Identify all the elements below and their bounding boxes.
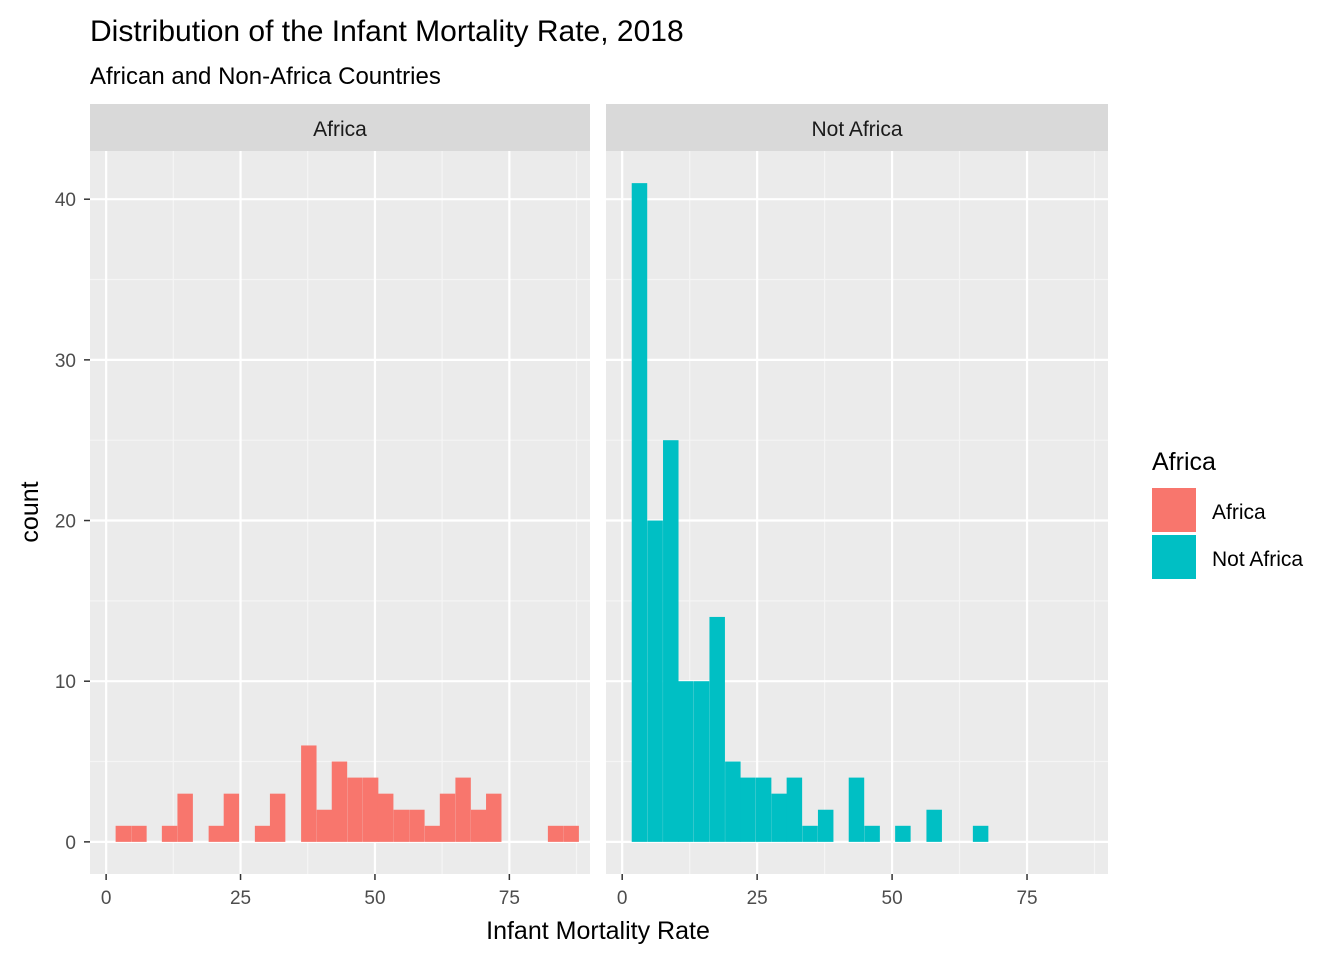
- histogram-bar: [740, 777, 756, 842]
- legend-key-africa: [1152, 488, 1196, 532]
- x-tick-label: 0: [101, 888, 112, 909]
- histogram-bar: [316, 809, 333, 842]
- facet-strip: [90, 104, 590, 151]
- x-tick-label: 25: [230, 888, 251, 909]
- legend-key-not-africa: [1152, 535, 1196, 579]
- histogram-bar: [678, 681, 694, 842]
- chart-title: Distribution of the Infant Mortality Rat…: [90, 15, 684, 48]
- histogram-bar: [223, 793, 240, 842]
- histogram-bar: [470, 809, 487, 842]
- histogram-bar: [331, 761, 348, 842]
- histogram-bar: [455, 777, 471, 842]
- x-tick-label: 75: [1016, 888, 1037, 909]
- histogram-bar: [802, 825, 818, 842]
- facet-strip-label: Not Africa: [811, 118, 902, 141]
- histogram-bar: [693, 681, 710, 842]
- legend-label-not-africa: Not Africa: [1212, 548, 1303, 571]
- facet-panel-africa: Africa 0 25 50 75: [90, 104, 590, 909]
- chart-subtitle: African and Non-Africa Countries: [90, 63, 441, 90]
- x-axis-title: Infant Mortality Rate: [486, 917, 710, 945]
- histogram-bar: [563, 825, 579, 842]
- facet-panel-not-africa: Not Africa 0 25 50 75: [606, 104, 1108, 909]
- histogram-bar: [393, 809, 410, 842]
- histogram-bar: [725, 761, 741, 842]
- histogram-bar: [647, 520, 663, 842]
- histogram-bar: [926, 809, 942, 842]
- legend: Africa Africa Not Africa: [1152, 448, 1303, 579]
- histogram-bar: [864, 825, 880, 842]
- histogram-bar: [409, 809, 425, 842]
- histogram-bar: [972, 825, 989, 842]
- facet-strip-label: Africa: [313, 118, 367, 141]
- histogram-bar: [424, 825, 441, 842]
- histogram-bar: [486, 793, 502, 842]
- histogram-bar: [817, 809, 834, 842]
- histogram-bar: [362, 777, 379, 842]
- histogram-bar: [771, 793, 788, 842]
- y-tick-label: 0: [65, 833, 76, 854]
- x-tick-label: 50: [364, 888, 385, 909]
- y-tick-label: 10: [55, 672, 76, 693]
- histogram-bar: [254, 825, 271, 842]
- histogram-bar: [131, 825, 147, 842]
- histogram-bar: [377, 793, 394, 842]
- x-tick-label: 75: [499, 888, 520, 909]
- y-axis-title: count: [16, 481, 44, 542]
- y-tick-label: 20: [55, 512, 76, 533]
- histogram-bar: [895, 825, 911, 842]
- histogram-bar: [301, 745, 317, 842]
- facet-panels: 0 10 20 30 40 Africa 0 25 50 75 Not Africa 0 25 50 75: [55, 104, 1108, 909]
- histogram-bar: [177, 793, 193, 842]
- histogram-bar: [439, 793, 456, 842]
- histogram-bar: [709, 616, 725, 842]
- histogram-bar: [663, 440, 679, 842]
- y-tick-label: 40: [55, 190, 76, 211]
- histogram-bar: [115, 825, 132, 842]
- histogram-bar: [208, 825, 225, 842]
- histogram-bar: [631, 183, 648, 842]
- y-tick-label: 30: [55, 351, 76, 372]
- histogram-bar: [269, 793, 286, 842]
- histogram-bar: [161, 825, 178, 842]
- histogram-bar: [547, 825, 564, 842]
- legend-label-africa: Africa: [1212, 501, 1266, 524]
- histogram-bar: [786, 777, 803, 842]
- histogram-bar: [347, 777, 363, 842]
- facet-strip: [606, 104, 1108, 151]
- x-tick-label: 50: [882, 888, 903, 909]
- x-tick-label: 0: [617, 888, 628, 909]
- x-tick-label: 25: [747, 888, 768, 909]
- legend-title: Africa: [1152, 448, 1216, 476]
- histogram-bar: [848, 777, 865, 842]
- histogram-bar: [755, 777, 772, 842]
